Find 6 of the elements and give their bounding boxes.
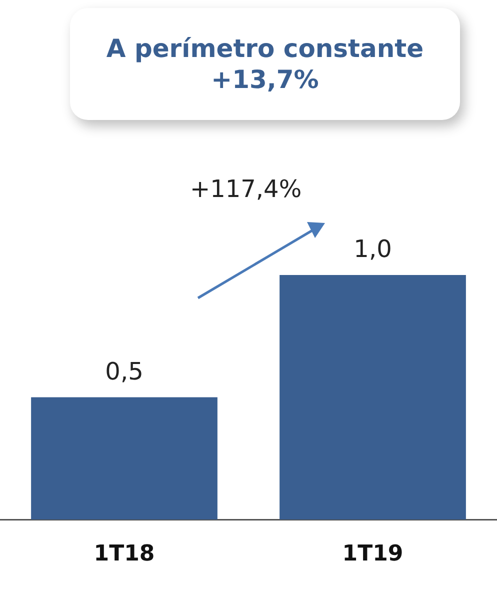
data-label: 1,0: [354, 235, 392, 264]
text: A perímetro constante +13,7%: [70, 8, 460, 120]
text: +117,4%: [190, 175, 302, 203]
x-tick-label: 1T18: [94, 542, 155, 567]
data-label: 0,5: [105, 358, 144, 386]
x-tick-label: 1T19: [342, 542, 404, 567]
